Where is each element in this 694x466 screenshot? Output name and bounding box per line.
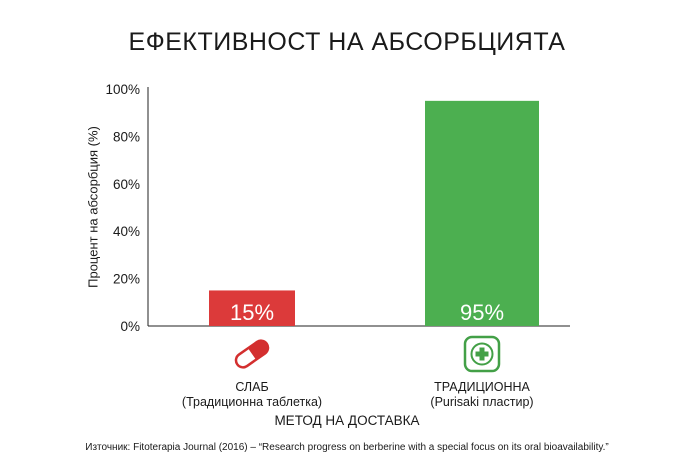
- y-tick-label: 80%: [113, 129, 140, 144]
- category-label-line1: ТРАДИЦИОННА: [434, 380, 530, 394]
- y-tick-label: 60%: [113, 177, 140, 192]
- bar: [209, 290, 295, 326]
- bar-data-label: 15%: [230, 300, 274, 325]
- x-axis-label: МЕТОД НА ДОСТАВКА: [274, 413, 420, 428]
- category-label-pill: СЛАБ (Традиционна таблетка): [182, 380, 322, 410]
- category-label-line2: (Традиционна таблетка): [181, 395, 323, 409]
- category-label-patch: ТРАДИЦИОННА (Purisaki пластир): [430, 380, 533, 410]
- source-citation: Източник: Fitoterapia Journal (2016) – “…: [85, 442, 609, 453]
- chart-title: ЕФЕКТИВНОСТ НА АБСОРБЦИЯТА: [128, 28, 566, 56]
- category-label-line1: СЛАБ: [235, 380, 269, 394]
- pill-capsule-icon: [230, 336, 274, 377]
- bar: [425, 100, 539, 326]
- y-tick-label: 100%: [105, 82, 140, 97]
- medical-cross-patch-icon: [462, 334, 502, 379]
- y-tick-label: 40%: [113, 224, 140, 239]
- y-tick-label: 20%: [113, 272, 140, 287]
- bar-data-label: 95%: [460, 300, 504, 325]
- y-tick-label: 0%: [120, 319, 140, 334]
- category-label-line2: (Purisaki пластир): [430, 395, 534, 409]
